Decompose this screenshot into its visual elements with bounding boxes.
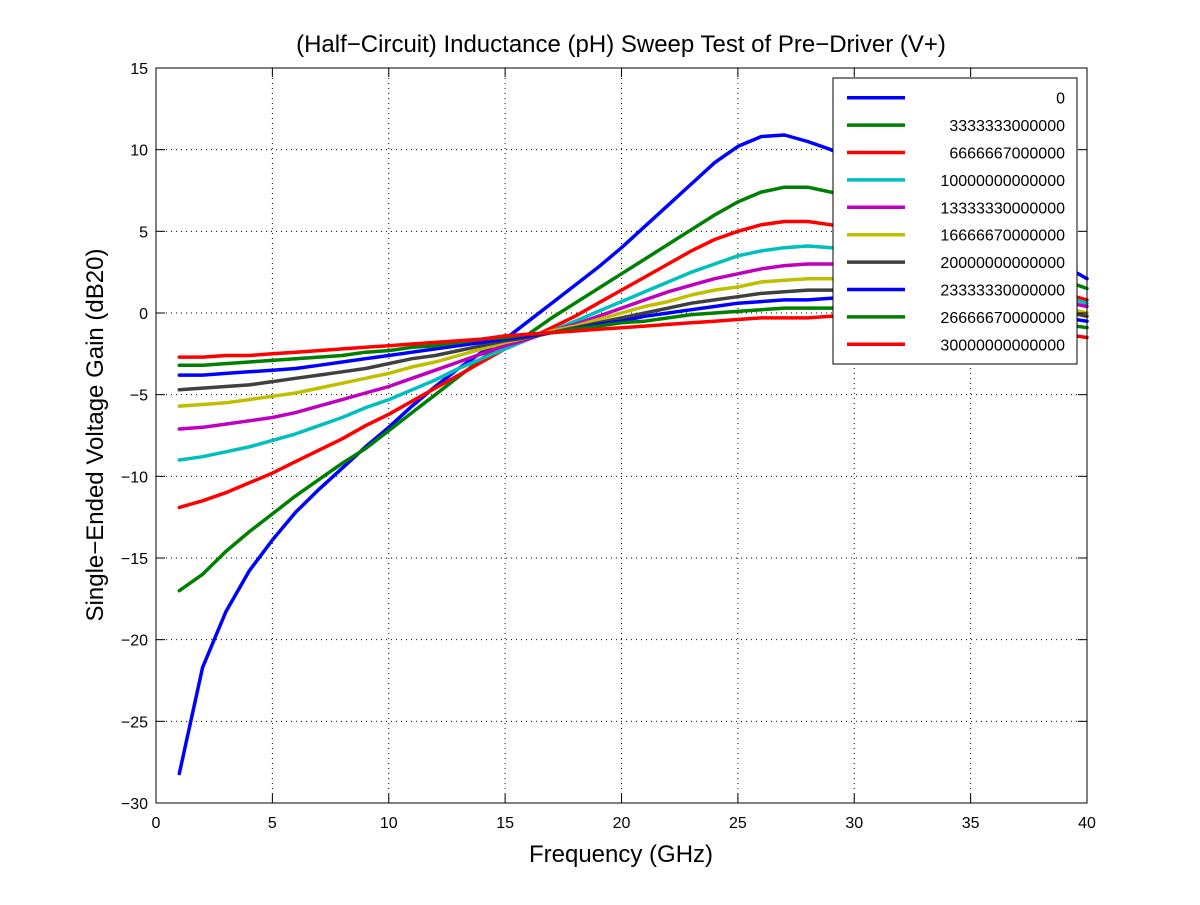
x-tick-label: 30 bbox=[845, 815, 863, 832]
y-tick-label: 0 bbox=[139, 306, 148, 323]
x-tick-label: 25 bbox=[729, 815, 747, 832]
y-tick-label: −20 bbox=[121, 633, 148, 650]
x-tick-label: 35 bbox=[962, 815, 980, 832]
legend-label-6: 16666670000000 bbox=[940, 228, 1065, 245]
legend-label-8: 23333330000000 bbox=[940, 283, 1065, 300]
x-tick-label: 15 bbox=[496, 815, 514, 832]
x-tick-label: 10 bbox=[380, 815, 398, 832]
y-tick-label: 5 bbox=[139, 224, 148, 241]
y-tick-label: 15 bbox=[130, 61, 148, 78]
x-tick-label: 20 bbox=[613, 815, 631, 832]
legend-label-7: 20000000000000 bbox=[940, 255, 1065, 272]
legend: 0 3333333000000 6666667000000 1000000000000… bbox=[832, 77, 1078, 365]
y-tick-label: −30 bbox=[121, 796, 148, 813]
y-tick-label: 10 bbox=[130, 143, 148, 160]
legend-label-9: 26666670000000 bbox=[940, 310, 1065, 327]
legend-label-3: 6666667000000 bbox=[949, 146, 1065, 163]
axis-ticks: 0 5 10 15 20 25 30 35 40 −30 −25 −20 −15 −10 −5 0 5 10 15 bbox=[121, 61, 1096, 832]
x-tick-label: 0 bbox=[152, 815, 161, 832]
chart-title: (Half−Circuit) Inductance (pH) Sweep Tes… bbox=[296, 31, 946, 58]
x-axis-title: Frequency (GHz) bbox=[529, 841, 713, 868]
legend-label-5: 13333330000000 bbox=[940, 200, 1065, 217]
y-tick-label: −25 bbox=[121, 714, 148, 731]
y-axis-title: Single−Ended Voltage Gain (dB20) bbox=[82, 249, 109, 622]
y-tick-label: −15 bbox=[121, 551, 148, 568]
legend-label-10: 30000000000000 bbox=[940, 337, 1065, 354]
x-tick-label: 40 bbox=[1078, 815, 1096, 832]
legend-label-4: 10000000000000 bbox=[940, 173, 1065, 190]
x-tick-label: 5 bbox=[268, 815, 277, 832]
legend-label-1: 0 bbox=[1056, 91, 1065, 108]
legend-label-2: 3333333000000 bbox=[949, 118, 1065, 135]
y-tick-label: −5 bbox=[130, 388, 148, 405]
y-tick-label: −10 bbox=[121, 469, 148, 486]
